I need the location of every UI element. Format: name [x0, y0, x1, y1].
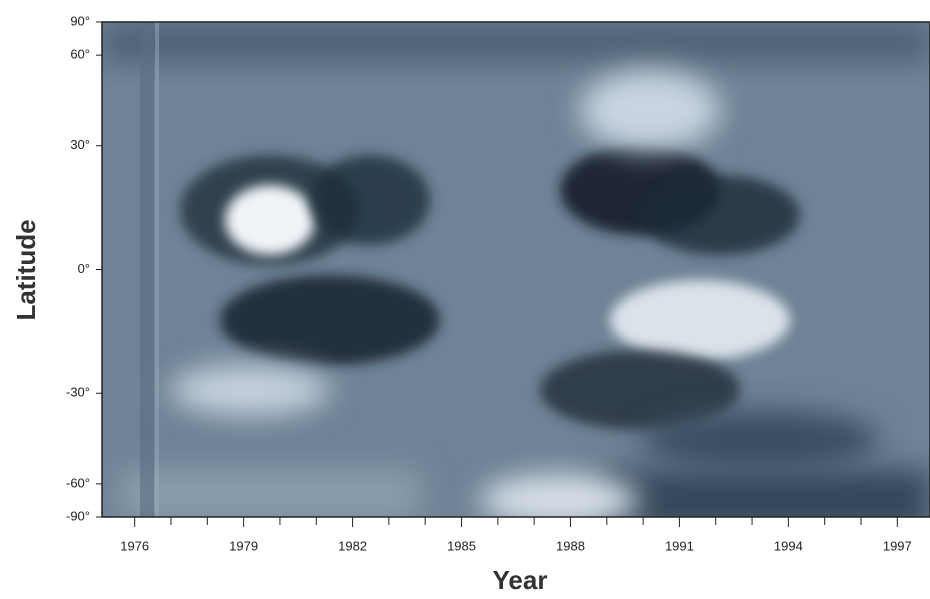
y-tick-label: -60° — [66, 475, 90, 490]
y-tick-label: 90° — [70, 13, 90, 28]
chart: Year Latitude 90° 60° 30° 0° -30° -60° -90° 197… — [0, 0, 930, 599]
y-tick-label: -30° — [66, 385, 90, 400]
x-tick-label: 1979 — [229, 538, 258, 553]
x-tick-label: 1982 — [338, 538, 367, 553]
x-tick-label: 1997 — [883, 538, 912, 553]
y-tick-label: 30° — [70, 137, 90, 152]
x-tick-label: 1985 — [447, 538, 476, 553]
x-tick-label: 1988 — [556, 538, 585, 553]
y-tick-label: 60° — [70, 47, 90, 62]
y-tick-label: -90° — [66, 508, 90, 523]
x-tick-label: 1976 — [120, 538, 149, 553]
heatmap-image — [102, 22, 930, 530]
x-axis-title: Year — [493, 565, 548, 595]
y-axis-title: Latitude — [11, 219, 41, 320]
x-tick-label: 1991 — [665, 538, 694, 553]
y-tick-label: 0° — [78, 261, 90, 276]
x-tick-label: 1994 — [774, 538, 803, 553]
